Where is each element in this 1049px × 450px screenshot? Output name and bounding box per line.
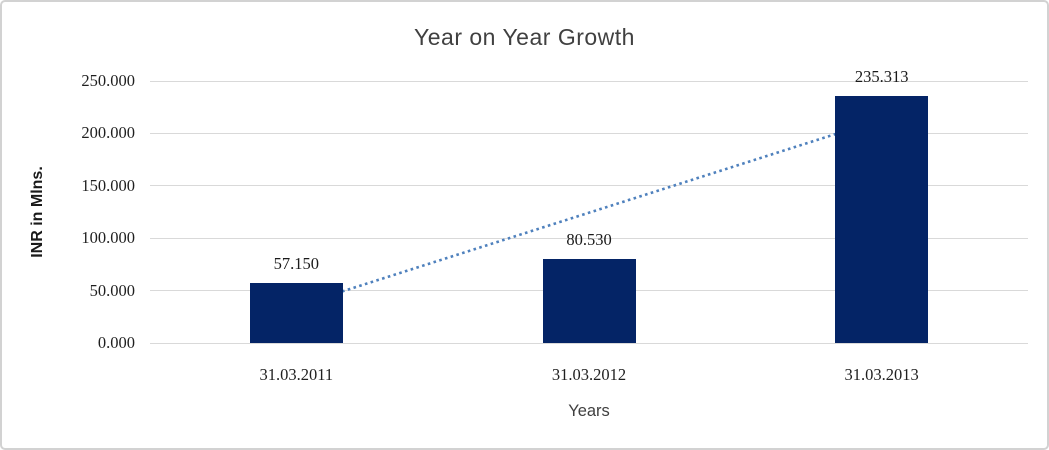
bar-value-label: 80.530 — [566, 229, 612, 249]
y-tick-label: 0.000 — [97, 333, 135, 352]
gridline — [150, 185, 1028, 187]
chart-title: Year on Year Growth — [414, 24, 635, 50]
trendline — [295, 118, 883, 308]
bar-value-label: 235.313 — [854, 67, 909, 87]
x-axis-title: Years — [568, 402, 610, 420]
plot-area: 57.150 80.530 235.313 — [150, 67, 1028, 344]
y-axis-tick-labels: 0.000 50.000 100.000 150.000 200.000 250.000 — [2, 71, 135, 352]
y-tick-label: 50.000 — [89, 280, 135, 300]
y-tick-label: 250.000 — [81, 71, 135, 90]
x-axis-labels: 31.03.2011 31.03.2012 31.03.2013 — [150, 364, 1028, 386]
bar-31.03.2012 — [542, 258, 636, 343]
y-tick-label: 100.000 — [81, 228, 135, 248]
x-category-label: 31.03.2012 — [551, 365, 627, 384]
y-tick-label: 200.000 — [81, 123, 135, 143]
bar-31.03.2013 — [835, 96, 929, 343]
gridline — [150, 80, 1028, 82]
gridline — [150, 132, 1028, 134]
gridline — [150, 237, 1028, 239]
y-tick-label: 150.000 — [81, 175, 135, 195]
bar-31.03.2011 — [249, 283, 343, 343]
x-category-label: 31.03.2013 — [844, 365, 919, 384]
gridline — [150, 342, 1028, 344]
bar-value-label: 57.150 — [273, 254, 320, 274]
x-category-label: 31.03.2011 — [259, 365, 334, 384]
